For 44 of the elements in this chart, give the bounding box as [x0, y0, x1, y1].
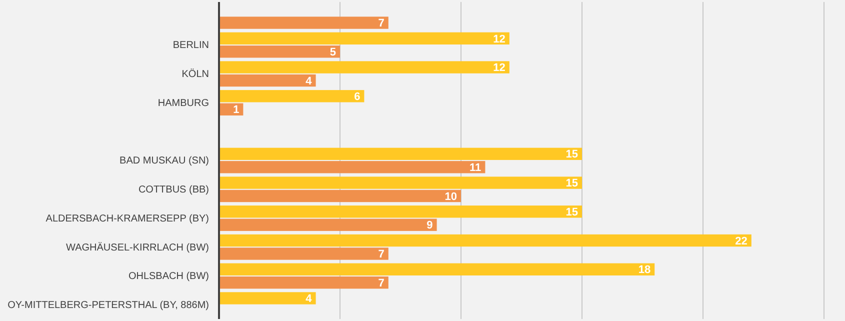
data-label: 15 — [566, 148, 578, 161]
y-tick-label: OHLSBACH (BW) — [128, 271, 209, 282]
data-label: 11 — [470, 162, 482, 174]
bar — [219, 276, 388, 289]
bar — [219, 61, 510, 74]
data-label: 4 — [306, 75, 313, 88]
data-label: 7 — [378, 18, 384, 30]
bar — [219, 148, 582, 160]
y-tick-label: ALDERSBACH-KRAMERSEPP (BY) — [46, 213, 209, 224]
bar — [219, 292, 316, 304]
bar — [219, 234, 752, 247]
data-label: 1 — [233, 104, 240, 116]
data-label: 10 — [444, 190, 457, 203]
data-label: 9 — [426, 220, 433, 232]
bar — [219, 218, 437, 231]
y-tick-label: HAMBURG — [158, 98, 210, 109]
data-label: 7 — [378, 248, 384, 261]
data-label: 18 — [638, 264, 651, 276]
data-label: 15 — [566, 178, 578, 190]
bar — [219, 206, 582, 218]
y-tick-label: BAD MUSKAU (SN) — [120, 156, 209, 167]
data-label: 12 — [493, 33, 506, 46]
y-tick-label: BERLIN — [172, 40, 209, 52]
bar — [219, 32, 510, 44]
bar — [219, 90, 364, 102]
bar — [219, 16, 388, 29]
y-tick-label: WAGHÄUSEL-KIRRLACH (BW) — [66, 241, 209, 254]
data-label: 12 — [493, 62, 506, 74]
bar — [219, 176, 582, 189]
data-label: 5 — [330, 46, 336, 58]
y-tick-label: KÖLN — [182, 68, 209, 80]
bar — [219, 74, 316, 87]
data-label: 7 — [378, 277, 384, 290]
bar — [219, 263, 655, 276]
bar — [219, 190, 461, 202]
y-tick-label: COTTBUS (BB) — [138, 184, 209, 196]
data-label: 6 — [354, 90, 360, 103]
data-label: 15 — [566, 206, 578, 218]
data-label: 4 — [306, 293, 313, 306]
bar — [219, 248, 388, 260]
bar — [219, 161, 486, 174]
bar — [219, 46, 340, 58]
y-tick-label: OY-MITTELBERG-PETERSTHAL (BY, 886M) — [8, 300, 209, 312]
data-label: 22 — [735, 235, 748, 248]
